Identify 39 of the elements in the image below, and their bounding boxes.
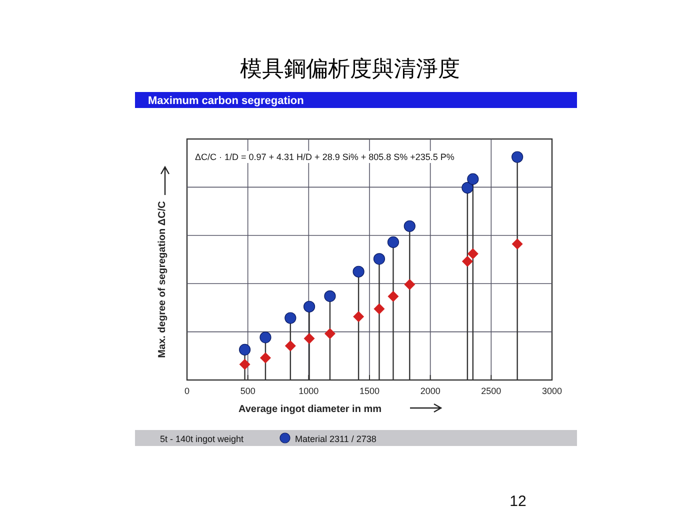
point: [284, 312, 296, 324]
point: [467, 173, 479, 185]
point: [260, 352, 271, 364]
point: [353, 311, 364, 322]
x-tick-label: 3000: [542, 386, 562, 396]
point: [462, 182, 474, 194]
point: [238, 344, 251, 356]
x-tick-label: 1000: [298, 386, 319, 396]
legend-label: Material 2311 / 2738: [295, 434, 376, 444]
text: 5t - 140t ingot weight: [160, 434, 244, 444]
x-tick-label: 1500: [359, 386, 380, 396]
point: [324, 328, 336, 340]
point: [352, 266, 364, 278]
point: [512, 238, 523, 250]
point: [260, 332, 272, 344]
x-tick-label: 500: [240, 386, 256, 396]
y-axis-title: Max. degree of segregation ΔC/C: [157, 201, 168, 358]
text: 12: [510, 493, 526, 510]
point: [388, 290, 399, 302]
point: [404, 279, 416, 290]
point: [387, 236, 400, 248]
point: [324, 290, 336, 302]
point: [373, 253, 386, 265]
chart-title: 模具鋼偏析度與清淨度: [240, 57, 460, 82]
point: [303, 300, 316, 312]
point: [284, 340, 296, 352]
point: [467, 248, 478, 260]
x-tick-label: 0: [184, 386, 190, 396]
chart-subtitle: Maximum carbon segregation: [148, 95, 304, 107]
x-tick-label: 2500: [481, 386, 502, 396]
point: [512, 151, 524, 163]
point: [462, 256, 473, 267]
annotation: ΔC/C · 1/D = 0.97 + 4.31 H/D + 28.9 Si% + 805.8 S% +235.5 P%: [195, 152, 454, 162]
point: [239, 358, 250, 370]
point: [304, 333, 315, 344]
point: [374, 303, 385, 314]
point: [404, 220, 416, 232]
x-tick-label: 2000: [420, 386, 440, 396]
x-axis-title: Average ingot diameter in mm: [238, 404, 382, 415]
